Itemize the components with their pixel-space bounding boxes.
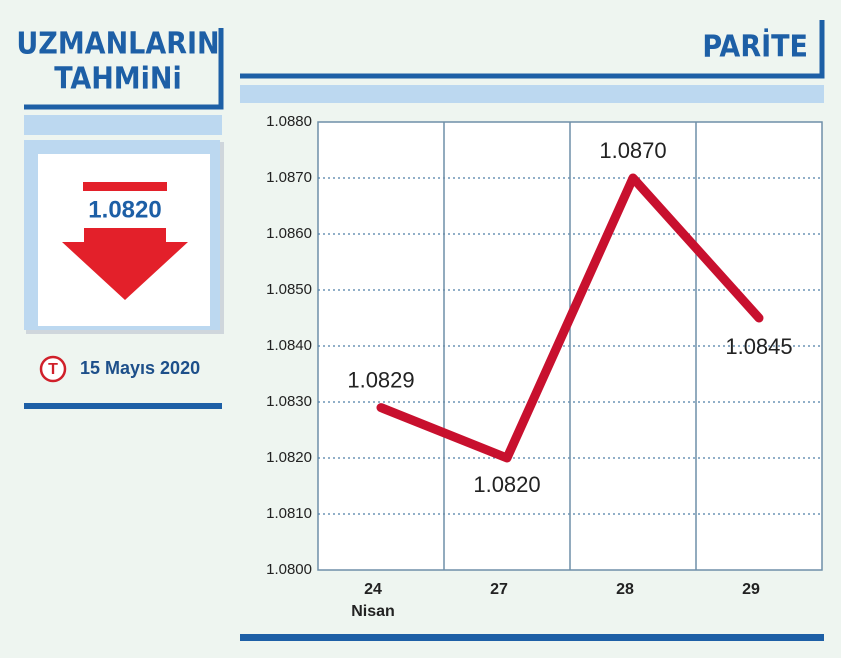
y-tick-label: 1.0810: [266, 505, 312, 522]
date: 15 Mayıs 2020: [80, 358, 200, 378]
y-tick-label: 1.0860: [266, 225, 312, 242]
data-label: 1.0829: [347, 367, 414, 392]
y-tick-label: 1.0820: [266, 449, 312, 466]
data-label: 1.0870: [599, 138, 666, 163]
panel-title: TAHMiNi: [54, 62, 182, 97]
x-tick-label: 24: [364, 581, 382, 598]
y-tick-label: 1.0880: [266, 113, 312, 130]
panel-title: UZMANLARIN: [16, 27, 219, 62]
logo-text: T: [48, 361, 58, 378]
forecast-value: 1.0820: [88, 196, 161, 223]
x-tick-label: 28: [616, 581, 634, 598]
band: [24, 115, 222, 135]
x-tick-label: 27: [490, 581, 508, 598]
y-tick-label: 1.0830: [266, 393, 312, 410]
y-tick-label: 1.0870: [266, 169, 312, 186]
data-label: 1.0820: [473, 472, 540, 497]
logo: [39, 355, 67, 383]
down-arrow: [62, 228, 188, 300]
y-tick-label: 1.0850: [266, 281, 312, 298]
x-sublabel: Nisan: [351, 603, 395, 620]
y-tick-label: 1.0840: [266, 337, 312, 354]
rule: [240, 634, 824, 641]
panel-border: [24, 28, 224, 110]
line: [376, 173, 764, 463]
x-tick-label: 29: [742, 581, 760, 598]
y-tick-label: 1.0800: [266, 561, 312, 578]
rule: [24, 403, 222, 409]
chart-title: PARİTE: [702, 29, 808, 65]
title-border: [240, 20, 825, 79]
data-label: 1.0845: [725, 334, 792, 359]
band: [240, 85, 824, 103]
arrow-bar: [83, 182, 167, 191]
